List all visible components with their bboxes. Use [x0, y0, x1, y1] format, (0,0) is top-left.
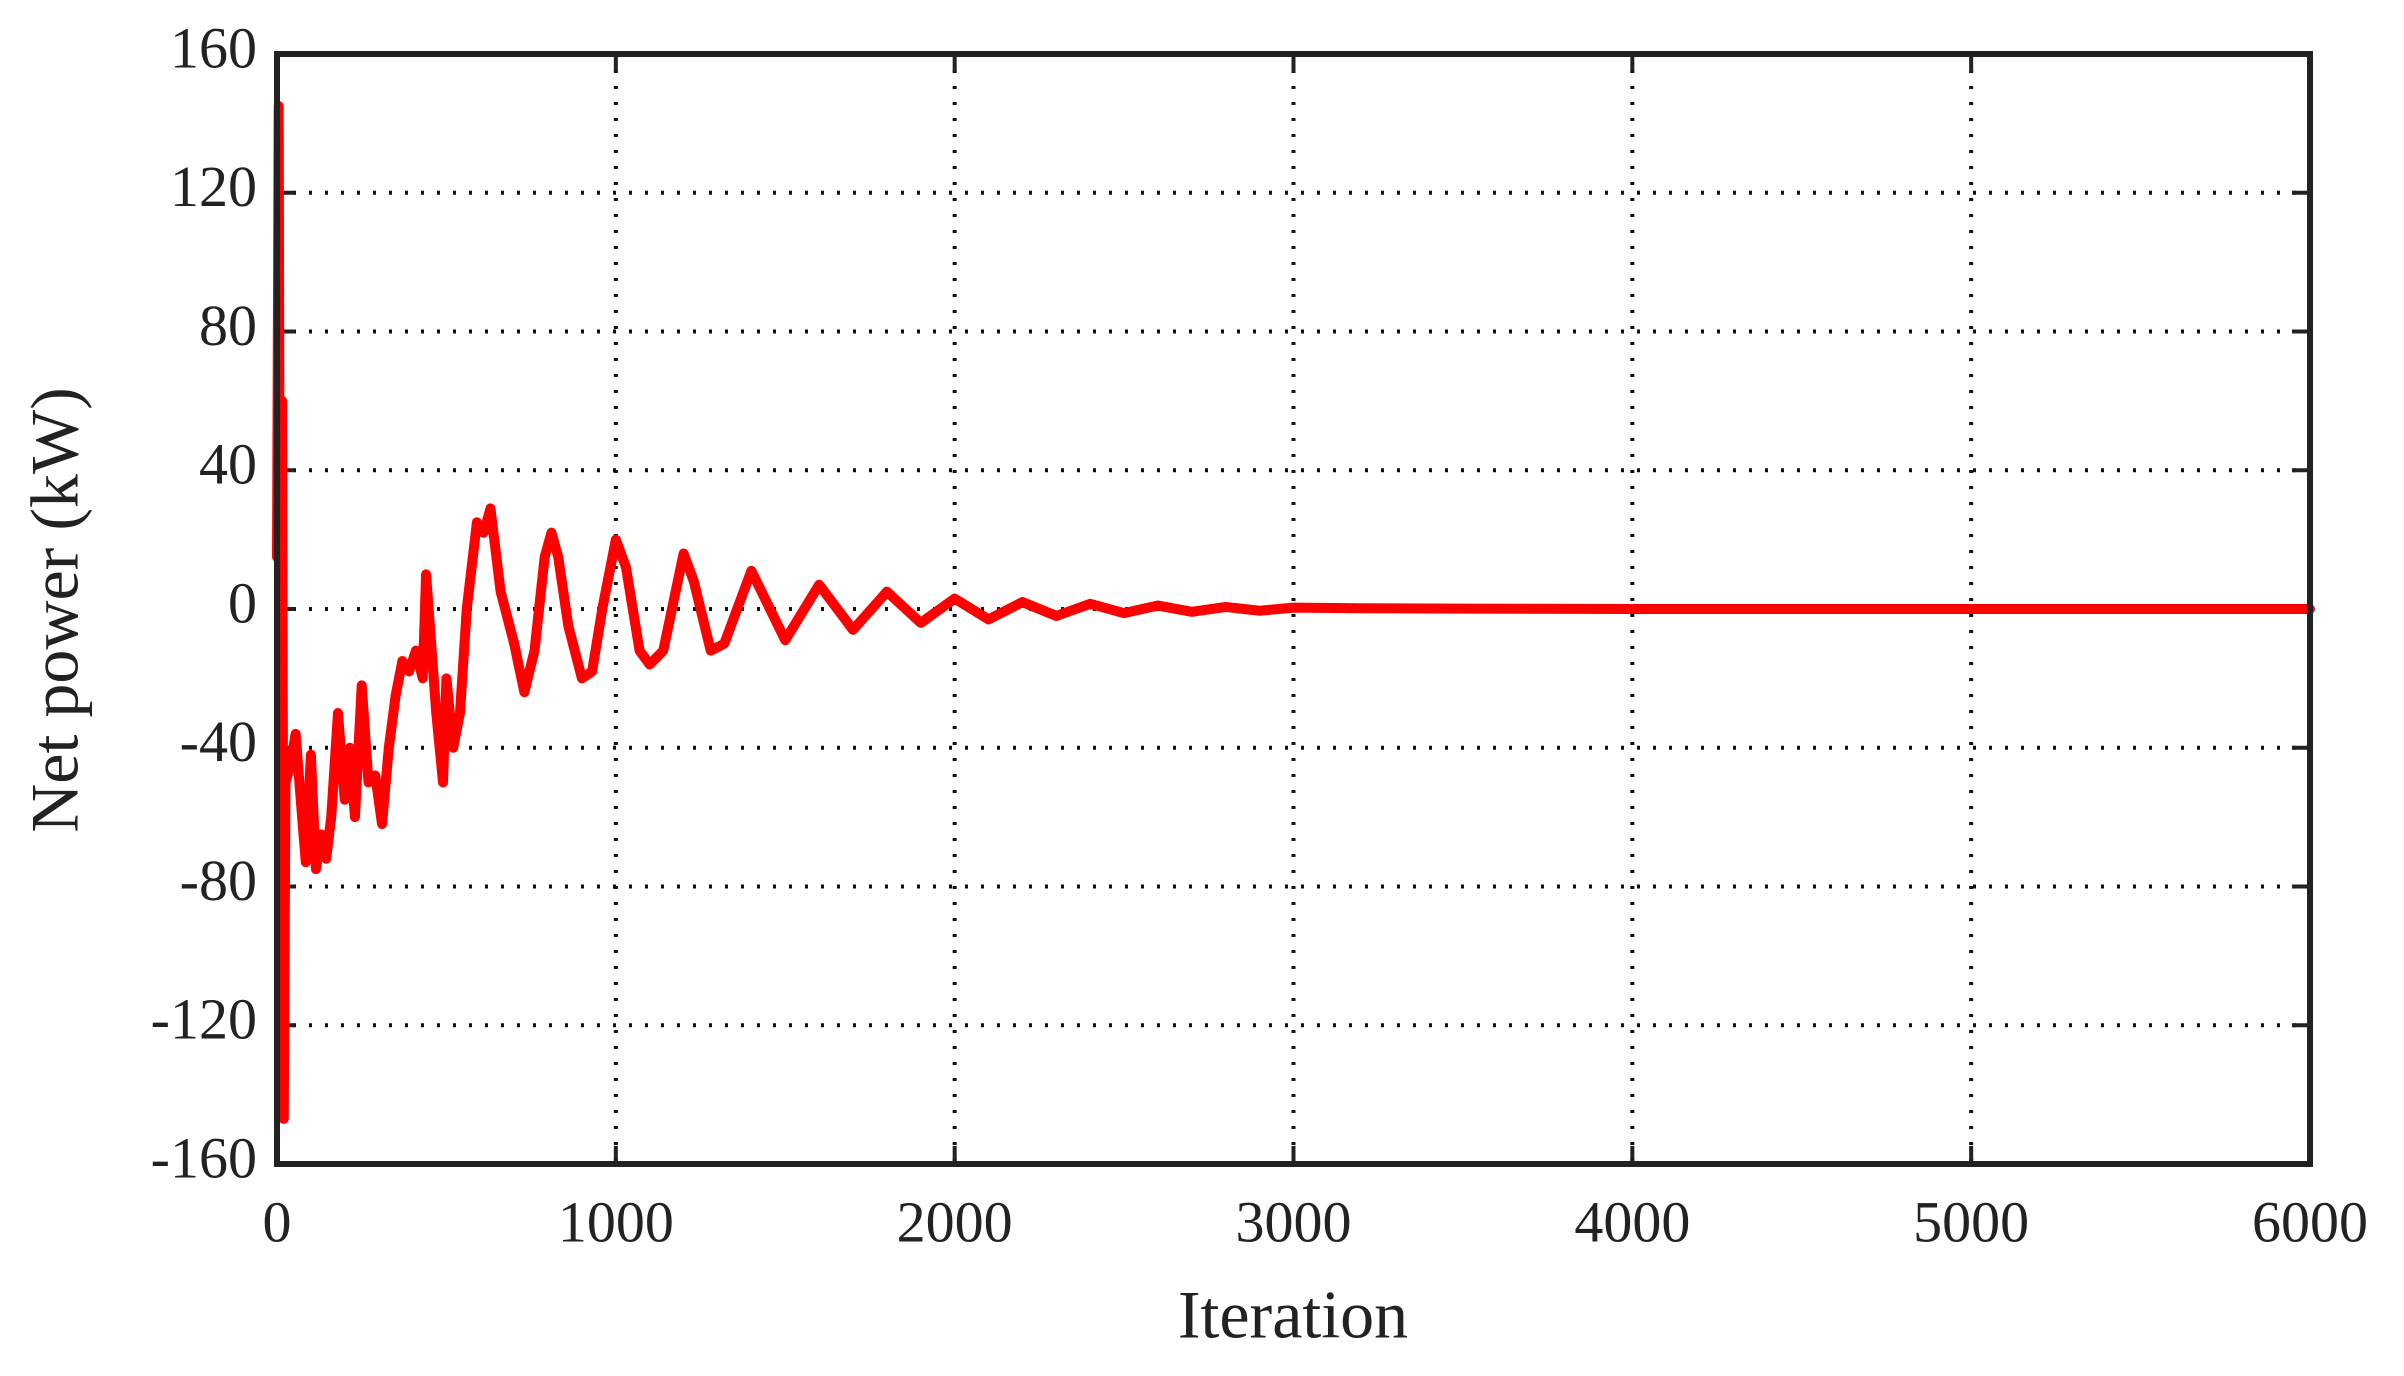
x-tick-label: 3000 [1236, 1189, 1352, 1254]
y-tick-label: -120 [151, 987, 257, 1052]
x-tick-label: 5000 [1913, 1189, 2029, 1254]
y-tick-label: -160 [151, 1125, 257, 1190]
data-line [272, 101, 2315, 1124]
y-tick-label: 80 [199, 293, 257, 358]
y-tick-label: 40 [199, 432, 257, 497]
plot-frame [274, 51, 2313, 1167]
y-tick-label: 0 [228, 570, 257, 635]
y-tick-label: -40 [180, 709, 257, 774]
y-tick-label: 120 [170, 154, 257, 219]
y-tick-label: 160 [170, 15, 257, 80]
x-tick-label: 6000 [2252, 1189, 2368, 1254]
y-axis-label: Net power (kW) [17, 387, 93, 833]
x-axis-label: Iteration [1178, 1277, 1408, 1353]
x-tick-label: 1000 [558, 1189, 674, 1254]
x-tick-label: 0 [263, 1189, 292, 1254]
y-tick-label: -80 [180, 848, 257, 913]
x-tick-label: 2000 [897, 1189, 1013, 1254]
x-tick-label: 4000 [1574, 1189, 1690, 1254]
